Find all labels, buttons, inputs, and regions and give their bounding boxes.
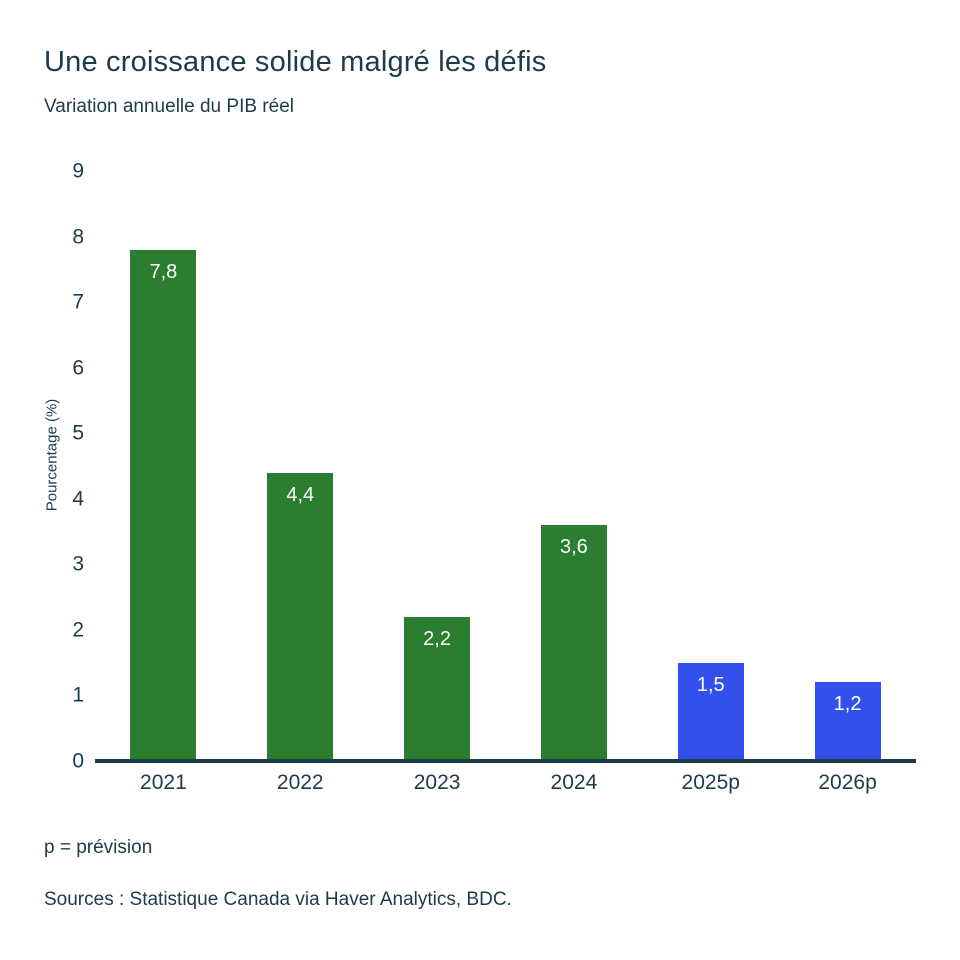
x-tick-label-2022: 2022 [276, 771, 324, 794]
page-title: Une croissance solide malgré les défis [44, 46, 547, 78]
bar-value-label-2026p: 1,2 [833, 693, 862, 716]
bar-value-label-2021: 7,8 [149, 260, 178, 283]
bar-value-label-2025p: 1,5 [696, 673, 725, 696]
forecast-footnote: p = prévision [44, 837, 153, 858]
x-axis-labels: 2021 2022 2023 2024 2025p 2026p [95, 771, 916, 801]
bar-2023: 2,2 [404, 616, 471, 761]
y-tick-0: 0 [72, 749, 84, 773]
y-tick-8: 8 [72, 225, 84, 249]
y-tick-3: 3 [72, 552, 84, 576]
bar-2022: 4,4 [267, 472, 334, 761]
x-tick-label-2025p: 2025p [681, 771, 740, 794]
bar-value-label-2024: 3,6 [560, 536, 588, 558]
bar-value-label-2023: 2,2 [423, 627, 451, 650]
bar-value-label-2022: 4,4 [286, 483, 315, 506]
plot-area: 1,2 1,5 3,6 2,2 4,4 7,8 [95, 171, 916, 763]
x-tick-label-2024: 2024 [550, 771, 598, 794]
x-tick-label-2026p: 2026p [818, 771, 877, 794]
chart-subtitle: Variation annuelle du PIB réel [44, 96, 294, 117]
y-tick-5: 5 [72, 421, 84, 445]
x-tick-label-2023: 2023 [413, 771, 461, 794]
x-axis-line [95, 759, 916, 763]
y-tick-9: 9 [72, 159, 84, 183]
x-tick-label-2021: 2021 [140, 771, 187, 794]
sources-line: Sources : Statistique Canada via Haver A… [44, 889, 512, 910]
y-tick-4: 4 [72, 487, 84, 511]
bar-2021: 7,8 [130, 249, 197, 761]
y-tick-7: 7 [72, 290, 84, 314]
bar-2025p: 1,5 [677, 662, 744, 761]
y-tick-6: 6 [72, 356, 84, 380]
y-tick-2: 2 [72, 618, 84, 642]
y-axis-ticks: 9 8 7 6 5 4 3 2 1 0 [0, 161, 84, 772]
bar-2024: 3,6 [540, 525, 607, 761]
bar-2026p: 1,2 [814, 682, 881, 761]
y-tick-1: 1 [72, 683, 84, 707]
